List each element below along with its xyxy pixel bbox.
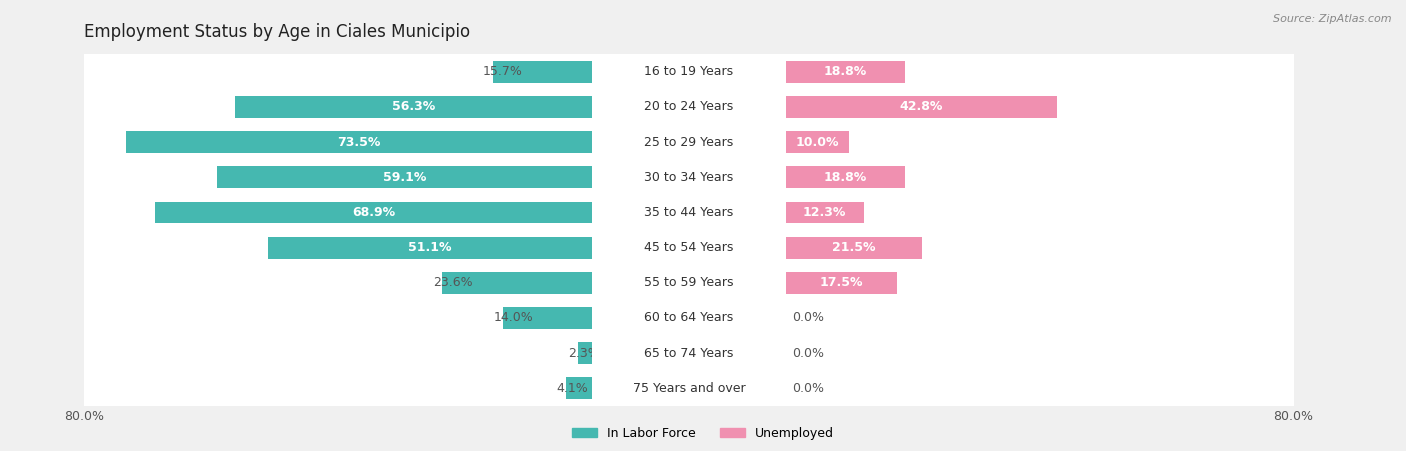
Bar [592, 230, 786, 265]
Text: 51.1%: 51.1% [408, 241, 451, 254]
Text: 68.9%: 68.9% [352, 206, 395, 219]
Text: 75 Years and over: 75 Years and over [633, 382, 745, 395]
Bar [125, 131, 592, 153]
Text: 0.0%: 0.0% [792, 312, 824, 324]
Text: 12.3%: 12.3% [803, 206, 846, 219]
Bar [786, 300, 1294, 336]
Text: 18.8%: 18.8% [824, 65, 868, 78]
Text: 55 to 59 Years: 55 to 59 Years [644, 276, 734, 289]
FancyBboxPatch shape [596, 202, 782, 222]
Bar [786, 336, 1294, 371]
Bar [786, 131, 849, 153]
Text: 65 to 74 Years: 65 to 74 Years [644, 347, 734, 359]
Bar [84, 54, 592, 89]
Bar [786, 160, 1294, 195]
Bar [567, 377, 592, 399]
Bar [592, 371, 786, 406]
Bar [786, 265, 1294, 300]
Text: 4.1%: 4.1% [557, 382, 588, 395]
Text: 42.8%: 42.8% [900, 101, 943, 113]
Bar [84, 265, 592, 300]
Bar [84, 89, 592, 124]
FancyBboxPatch shape [596, 238, 782, 258]
Bar [217, 166, 592, 188]
Text: Source: ZipAtlas.com: Source: ZipAtlas.com [1274, 14, 1392, 23]
Bar [84, 124, 592, 160]
Text: 20 to 24 Years: 20 to 24 Years [644, 101, 734, 113]
Text: 59.1%: 59.1% [382, 171, 426, 184]
Text: 10.0%: 10.0% [796, 136, 839, 148]
Text: 35 to 44 Years: 35 to 44 Years [644, 206, 734, 219]
Text: 15.7%: 15.7% [484, 65, 523, 78]
Text: 45 to 54 Years: 45 to 54 Years [644, 241, 734, 254]
Bar [443, 272, 592, 294]
Text: 16 to 19 Years: 16 to 19 Years [644, 65, 734, 78]
FancyBboxPatch shape [596, 62, 782, 82]
Text: 0.0%: 0.0% [792, 382, 824, 395]
Text: 18.8%: 18.8% [824, 171, 868, 184]
Bar [786, 195, 1294, 230]
Bar [786, 371, 1294, 406]
Text: 14.0%: 14.0% [494, 312, 533, 324]
Bar [786, 272, 897, 294]
Bar [84, 230, 592, 265]
Text: 0.0%: 0.0% [792, 347, 824, 359]
FancyBboxPatch shape [596, 97, 782, 117]
Text: 17.5%: 17.5% [820, 276, 863, 289]
Text: 60 to 64 Years: 60 to 64 Years [644, 312, 734, 324]
Bar [267, 237, 592, 258]
Bar [155, 202, 592, 223]
Text: 23.6%: 23.6% [433, 276, 472, 289]
Bar [592, 89, 786, 124]
Bar [492, 61, 592, 83]
Bar [786, 54, 1294, 89]
Text: 73.5%: 73.5% [337, 136, 381, 148]
Bar [503, 307, 592, 329]
Bar [592, 195, 786, 230]
FancyBboxPatch shape [596, 273, 782, 293]
Legend: In Labor Force, Unemployed: In Labor Force, Unemployed [567, 422, 839, 445]
Bar [786, 96, 1057, 118]
Bar [786, 237, 922, 258]
Bar [786, 166, 905, 188]
Bar [786, 61, 905, 83]
Bar [84, 195, 592, 230]
Text: 25 to 29 Years: 25 to 29 Years [644, 136, 734, 148]
Bar [592, 160, 786, 195]
Bar [592, 124, 786, 160]
Bar [84, 371, 592, 406]
Bar [578, 342, 592, 364]
FancyBboxPatch shape [596, 343, 782, 363]
Bar [84, 160, 592, 195]
Bar [235, 96, 592, 118]
Bar [786, 202, 863, 223]
Bar [592, 265, 786, 300]
Bar [592, 54, 786, 89]
Bar [786, 124, 1294, 160]
FancyBboxPatch shape [596, 308, 782, 328]
Text: Employment Status by Age in Ciales Municipio: Employment Status by Age in Ciales Munic… [84, 23, 471, 41]
FancyBboxPatch shape [596, 132, 782, 152]
Text: 2.3%: 2.3% [568, 347, 600, 359]
FancyBboxPatch shape [596, 167, 782, 187]
Bar [786, 89, 1294, 124]
Bar [592, 336, 786, 371]
Bar [592, 300, 786, 336]
Bar [84, 336, 592, 371]
Bar [786, 230, 1294, 265]
Text: 56.3%: 56.3% [392, 101, 434, 113]
FancyBboxPatch shape [596, 378, 782, 398]
Text: 21.5%: 21.5% [832, 241, 876, 254]
Text: 30 to 34 Years: 30 to 34 Years [644, 171, 734, 184]
Bar [84, 300, 592, 336]
